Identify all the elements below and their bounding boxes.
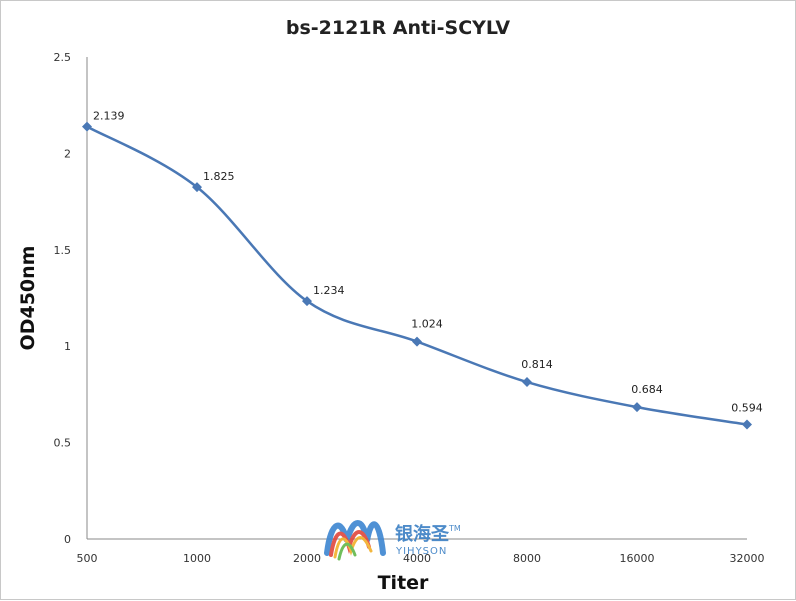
y-tick-label: 0.5	[54, 437, 72, 450]
yihyson-logo: 银海圣 TM YIHYSON	[324, 520, 461, 561]
x-axis-title: Titer	[378, 572, 429, 594]
x-tick-label: 16000	[620, 552, 655, 565]
data-label: 0.594	[731, 401, 763, 414]
data-point-marker	[742, 419, 752, 430]
data-point-marker	[522, 377, 532, 388]
data-point-marker	[632, 402, 642, 413]
data-label: 0.684	[631, 383, 663, 396]
x-tick-label: 2000	[293, 552, 321, 565]
x-tick-label: 8000	[513, 552, 541, 565]
watermark-chinese: 银海圣	[395, 523, 450, 545]
data-point-marker	[192, 182, 202, 193]
y-tick-labels: 0 0.5 1 1.5 2 2.5	[54, 51, 72, 546]
x-tick-label: 500	[77, 552, 98, 565]
x-tick-label: 32000	[730, 552, 765, 565]
y-axis-title: OD450nm	[17, 246, 39, 351]
y-tick-label: 2.5	[54, 51, 72, 64]
data-label: 0.814	[521, 358, 553, 371]
data-point-marker	[302, 296, 312, 307]
x-tick-labels: 500 1000 2000 4000 8000 16000 32000	[77, 552, 765, 565]
x-tick-label: 1000	[183, 552, 211, 565]
y-tick-label: 0	[64, 533, 71, 546]
watermark-tm: TM	[448, 524, 461, 533]
data-point-marker	[412, 336, 422, 347]
watermark-english: YIHYSON	[395, 546, 447, 557]
series-line	[86, 125, 748, 426]
x-tick-label: 4000	[403, 552, 431, 565]
yihyson-logo-icon	[324, 520, 386, 561]
y-tick-label: 1	[64, 340, 71, 353]
y-tick-label: 1.5	[54, 244, 72, 257]
series-markers	[82, 121, 752, 430]
data-label: 1.234	[313, 284, 345, 297]
chart-title: bs-2121R Anti-SCYLV	[286, 17, 511, 39]
axes	[86, 57, 747, 540]
data-label: 1.024	[411, 318, 443, 331]
data-label: 1.825	[203, 170, 235, 183]
data-label: 2.139	[93, 110, 125, 123]
data-labels: 2.139 1.825 1.234 1.024 0.814 0.684 0.594	[93, 110, 763, 415]
y-tick-label: 2	[64, 147, 71, 160]
data-point-marker	[82, 121, 92, 132]
